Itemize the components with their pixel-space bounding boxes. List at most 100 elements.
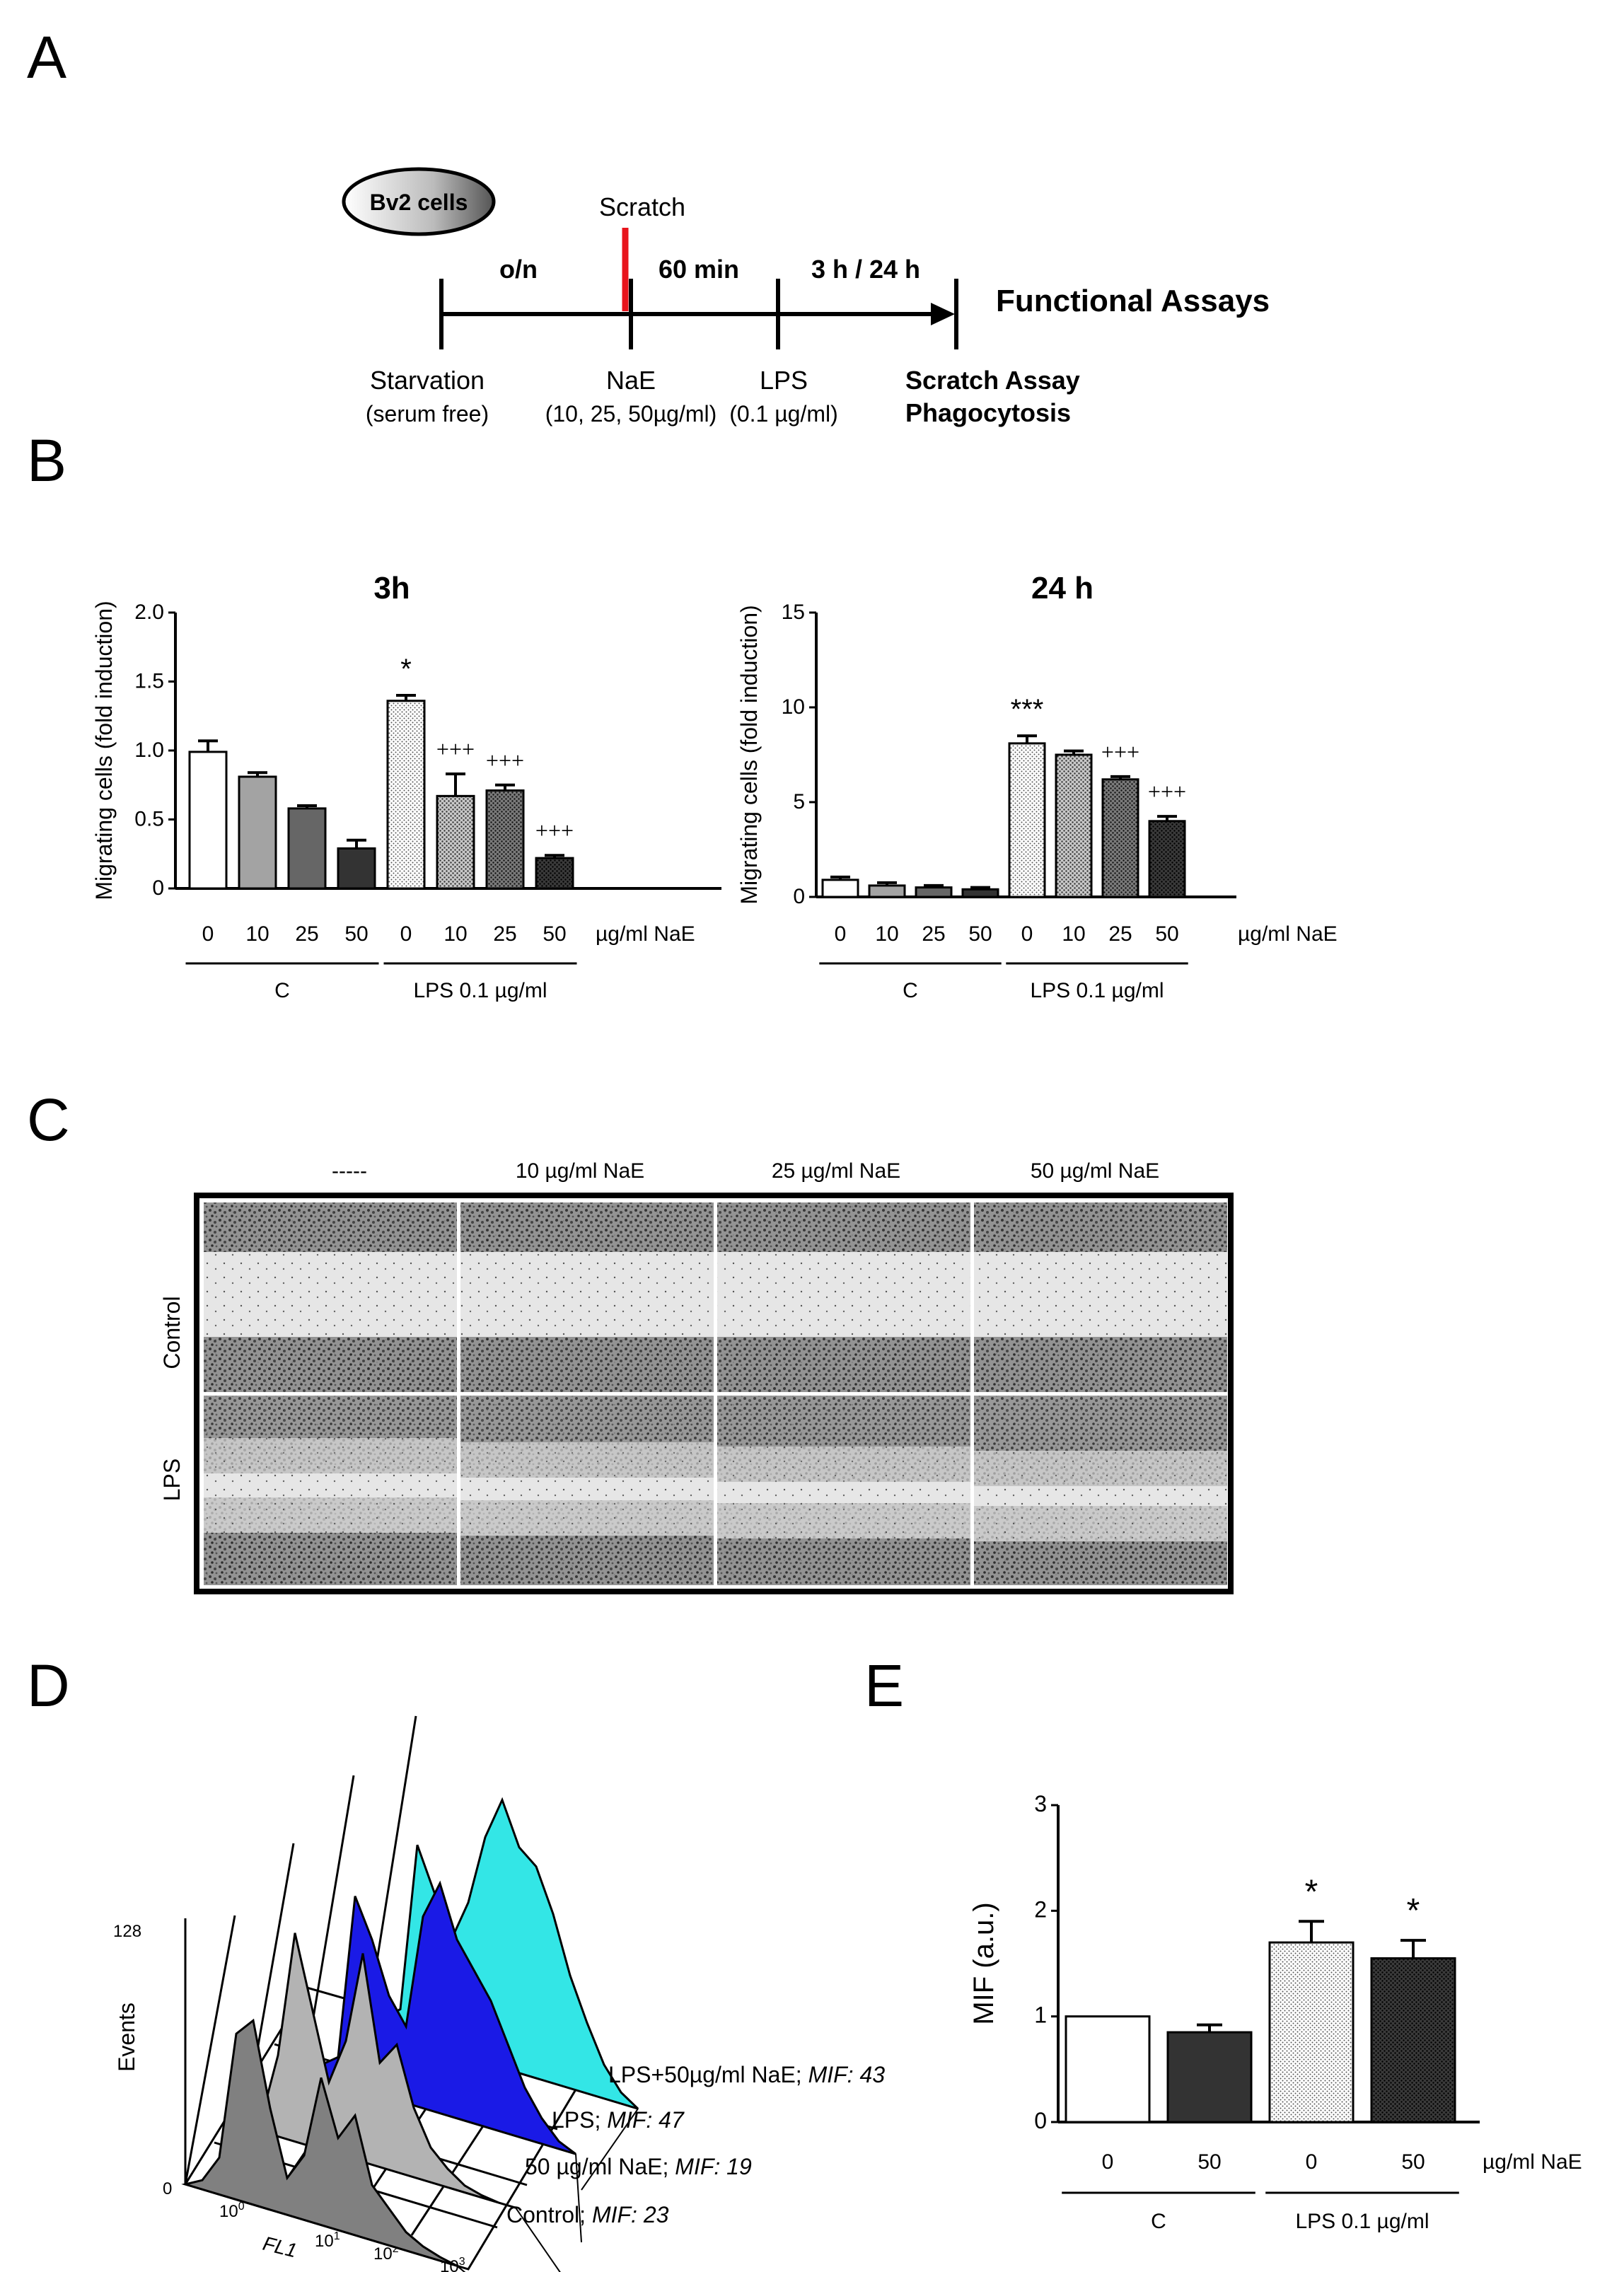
histogram-wall-line: [184, 1915, 236, 2185]
step-nae: NaE: [606, 366, 656, 395]
bar: [961, 888, 999, 898]
histogram-baseline: [515, 2207, 561, 2272]
histogram-y-label: Events: [114, 2003, 139, 2072]
chart-title: 3h: [373, 571, 410, 605]
x-unit-label: µg/ml NaE: [1238, 922, 1338, 946]
bar: [821, 879, 859, 898]
y-axis-label: Migrating cells (fold induction): [91, 601, 117, 900]
histogram-baseline: [456, 2265, 466, 2272]
panel-letter-c: C: [27, 1086, 70, 1153]
x-unit-label: µg/ml NaE: [1483, 2150, 1582, 2174]
significance-label: ***: [1011, 694, 1044, 725]
micrograph-tile: [204, 1396, 457, 1585]
significance-label: +++: [1148, 779, 1186, 804]
bar: [188, 750, 228, 890]
histogram-x-tick-2: 101: [315, 2230, 340, 2251]
category-label: 0: [400, 922, 412, 946]
micrograph-tile: [717, 1396, 970, 1585]
y-tick-label: 2: [1034, 1896, 1047, 1922]
bar: [436, 794, 475, 890]
category-label: 50: [1197, 2150, 1221, 2174]
x-unit-label: µg/ml NaE: [596, 922, 695, 946]
bar: [1055, 753, 1093, 898]
significance-label: +++: [486, 748, 524, 773]
micrograph-tile: [460, 1396, 714, 1585]
functional-assays-label: Functional Assays: [996, 284, 1270, 318]
bar: [1148, 820, 1186, 898]
bar: [1268, 1941, 1355, 2123]
significance-label: +++: [535, 818, 574, 843]
y-tick-label: 0: [1034, 2108, 1047, 2133]
micrograph-panel: ----- 10 µg/ml NaE 25 µg/ml NaE 50 µg/ml…: [159, 1159, 1234, 1594]
y-tick-label: 1.0: [134, 738, 164, 762]
group-label: LPS 0.1 µg/ml: [413, 979, 547, 1002]
y-axis-label: MIF (a.u.): [968, 1902, 999, 2024]
bv2-cells-label: Bv2 cells: [370, 190, 468, 215]
category-label: 10: [875, 922, 898, 946]
y-tick-label: 0: [793, 885, 805, 908]
histogram-x-label: FL1: [261, 2232, 299, 2262]
bar: [1166, 2031, 1253, 2123]
step-lps-sub: (0.1 µg/ml): [729, 401, 838, 427]
category-label: 25: [493, 922, 516, 946]
micro-col-header-1: -----: [332, 1159, 367, 1183]
group-label: C: [903, 979, 918, 1002]
micro-row-label-lps: LPS: [159, 1459, 185, 1501]
category-label: 0: [202, 922, 214, 946]
scratch-label: Scratch: [599, 192, 685, 221]
category-label: 50: [344, 922, 368, 946]
micro-col-header-3: 25 µg/ml NaE: [772, 1159, 900, 1183]
histogram-y-tick-max: 128: [113, 1922, 141, 1941]
category-label: 0: [1306, 2150, 1318, 2174]
interval-overnight: o/n: [499, 255, 538, 284]
bar: [1370, 1957, 1456, 2123]
group-label: LPS 0.1 µg/ml: [1295, 2210, 1429, 2233]
chart-b-24h: 24 h Migrating cells (fold induction) 0 5 10…: [736, 571, 1338, 1002]
panel-letter-e: E: [864, 1652, 904, 1719]
micro-col-header-4: 50 µg/ml NaE: [1031, 1159, 1159, 1183]
y-tick-label: 1.5: [134, 670, 164, 693]
interval-3h-24h: 3 h / 24 h: [811, 255, 920, 284]
bar: [1008, 742, 1046, 898]
category-label: 25: [1108, 922, 1132, 946]
step-starvation-sub: (serum free): [366, 401, 489, 427]
y-tick-label: 15: [782, 601, 805, 624]
y-tick-label: 0.5: [134, 808, 164, 831]
y-tick-label: 5: [793, 790, 805, 813]
y-tick-label: 10: [782, 695, 805, 719]
category-label: 50: [1155, 922, 1178, 946]
histogram-baseline: [575, 2154, 582, 2243]
step-starvation: Starvation: [370, 366, 485, 395]
chart-d-flow-histograms: 128 0 Events FL1 100 101 102 103 Control…: [113, 1715, 885, 2272]
micrograph-tile: [974, 1396, 1227, 1585]
bar: [1065, 2015, 1151, 2123]
bar: [1101, 778, 1139, 898]
group-label: C: [274, 979, 290, 1002]
assay-phagocytosis: Phagocytosis: [905, 398, 1071, 427]
significance-label: +++: [436, 736, 475, 762]
category-label: 0: [1102, 2150, 1114, 2174]
bar: [868, 884, 906, 898]
category-label: 10: [245, 922, 269, 946]
micrograph-tile: [974, 1202, 1227, 1392]
histogram-series-label: LPS+50µg/ml NaE; MIF: 43: [608, 2062, 885, 2087]
micro-col-header-2: 10 µg/ml NaE: [516, 1159, 644, 1183]
bar: [485, 789, 525, 890]
histogram-series-label: Control; MIF: 23: [506, 2202, 669, 2227]
category-label: 50: [543, 922, 566, 946]
category-label: 0: [1021, 922, 1033, 946]
category-label: 50: [968, 922, 992, 946]
y-tick-label: 0: [152, 876, 164, 900]
bv2-cells-oval: [342, 167, 496, 236]
category-label: 25: [295, 922, 318, 946]
micrograph-tile: [204, 1202, 457, 1392]
bar: [287, 807, 327, 890]
y-tick-label: 1: [1034, 2003, 1047, 2028]
assay-scratch: Scratch Assay: [905, 366, 1080, 395]
histogram-y-tick-zero: 0: [163, 2179, 172, 2198]
micro-row-label-control: Control: [159, 1296, 185, 1369]
histogram-series-label: LPS; MIF: 47: [552, 2107, 685, 2133]
bar: [535, 857, 574, 890]
category-label: 50: [1401, 2150, 1425, 2174]
